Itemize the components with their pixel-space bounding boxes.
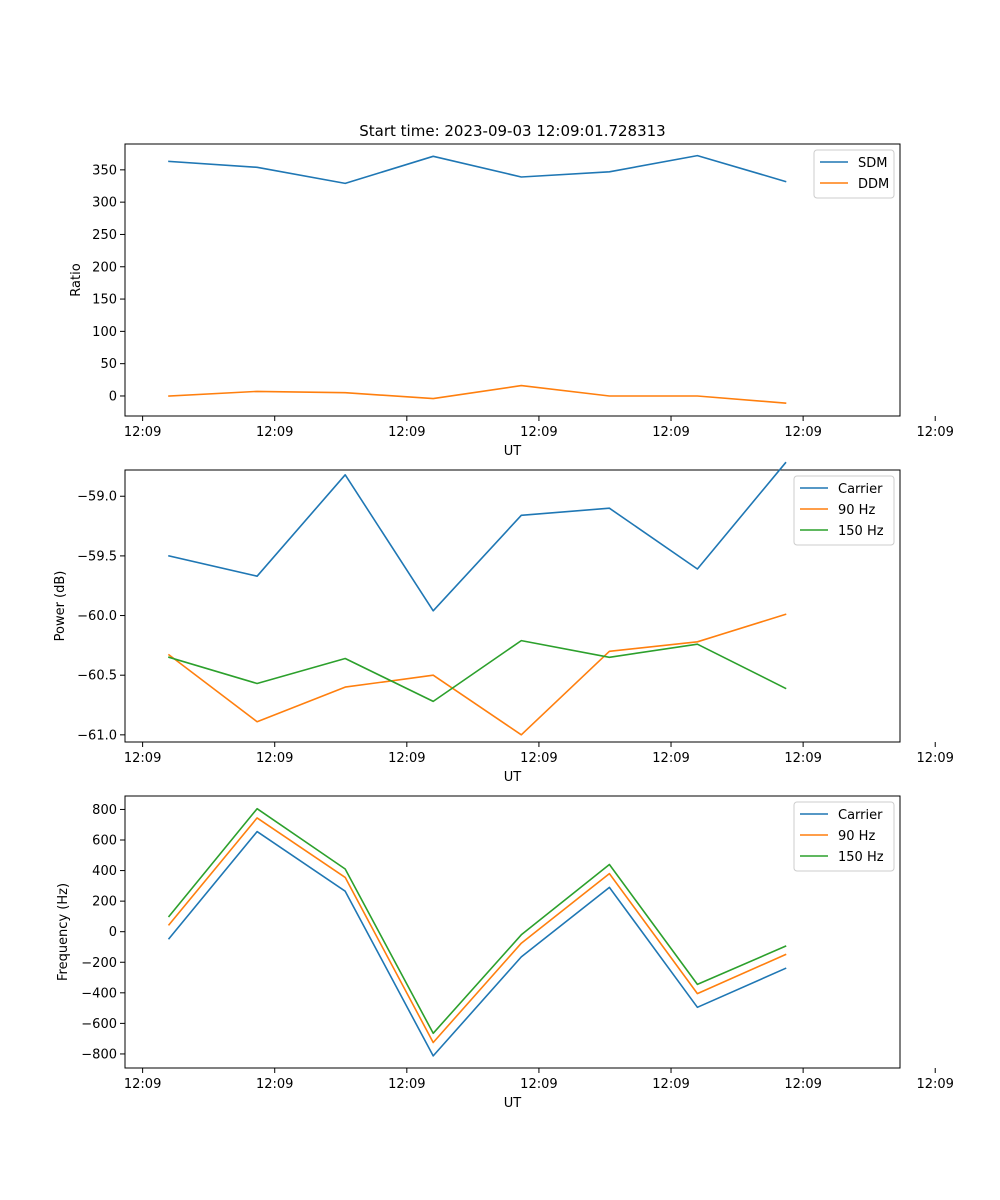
power-x-tick-label: 12:09 xyxy=(520,751,557,766)
ratio-x-tick-label: 12:09 xyxy=(784,425,821,440)
ratio-legend-label: SDM xyxy=(858,156,887,171)
frequency-y-tick-label: 0 xyxy=(109,925,117,940)
ratio-y-tick-label: 0 xyxy=(109,389,117,404)
power-y-tick-label: −60.0 xyxy=(77,609,117,624)
power-legend-label: 150 Hz xyxy=(838,524,884,539)
power-series-line-90-hz xyxy=(167,613,787,736)
power-y-tick-label: −59.0 xyxy=(77,490,117,505)
frequency-x-tick-label: 12:09 xyxy=(916,1077,953,1092)
frequency-y-tick-label: 600 xyxy=(92,834,117,849)
power-legend-label: 90 Hz xyxy=(838,503,875,518)
power-y-axis-label: Power (dB) xyxy=(53,571,68,642)
frequency-x-tick-label: 12:09 xyxy=(124,1077,161,1092)
frequency-y-tick-label: 200 xyxy=(92,895,117,910)
power-x-tick-label: 12:09 xyxy=(124,751,161,766)
ratio-y-tick-label: 100 xyxy=(92,325,117,340)
power-y-tick-label: −61.0 xyxy=(77,728,117,743)
ratio-y-axis-label: Ratio xyxy=(69,263,84,296)
frequency-y-tick-label: −200 xyxy=(81,956,117,971)
frequency-x-tick-label: 12:09 xyxy=(784,1077,821,1092)
frequency-x-axis-label: UT xyxy=(504,1096,522,1111)
frequency-legend-label: 90 Hz xyxy=(838,829,875,844)
ratio-x-tick-label: 12:09 xyxy=(388,425,425,440)
power-x-tick-label: 12:09 xyxy=(916,751,953,766)
frequency-y-tick-label: −400 xyxy=(81,986,117,1001)
frequency-series-line-150-hz xyxy=(167,807,787,1035)
ratio-x-axis-label: UT xyxy=(504,444,522,459)
ratio-chart-title: Start time: 2023-09-03 12:09:01.728313 xyxy=(359,122,665,140)
ratio-y-tick-label: 350 xyxy=(92,163,117,178)
power-y-tick-label: −59.5 xyxy=(77,549,117,564)
ratio-series-line-sdm xyxy=(168,154,787,185)
ratio-plot-frame xyxy=(124,143,901,417)
frequency-x-tick-label: 12:09 xyxy=(520,1077,557,1092)
power-x-tick-label: 12:09 xyxy=(652,751,689,766)
ratio-x-tick-label: 12:09 xyxy=(124,425,161,440)
power-plot-frame xyxy=(124,469,901,743)
frequency-legend-label: 150 Hz xyxy=(838,850,884,865)
ratio-y-tick-label: 300 xyxy=(92,196,117,211)
frequency-series-line-90-hz xyxy=(167,817,787,1044)
frequency-y-tick-label: 400 xyxy=(92,864,117,879)
power-series-line-150-hz xyxy=(168,639,787,703)
ratio-x-tick-label: 12:09 xyxy=(256,425,293,440)
ratio-x-tick-label: 12:09 xyxy=(916,425,953,440)
frequency-x-tick-label: 12:09 xyxy=(256,1077,293,1092)
power-series-line-carrier xyxy=(168,461,787,612)
frequency-legend xyxy=(793,801,895,872)
ratio-y-tick-label: 200 xyxy=(92,260,117,275)
ratio-x-tick-label: 12:09 xyxy=(652,425,689,440)
frequency-plot-frame xyxy=(124,795,901,1069)
ratio-y-tick-label: 150 xyxy=(92,293,117,308)
frequency-y-tick-label: 800 xyxy=(92,803,117,818)
frequency-legend-label: Carrier xyxy=(838,808,883,823)
frequency-y-tick-label: −800 xyxy=(81,1047,117,1062)
ratio-y-tick-label: 50 xyxy=(100,357,117,372)
frequency-x-tick-label: 12:09 xyxy=(388,1077,425,1092)
power-x-axis-label: UT xyxy=(504,770,522,785)
frequency-x-tick-label: 12:09 xyxy=(652,1077,689,1092)
ratio-x-tick-label: 12:09 xyxy=(520,425,557,440)
frequency-y-axis-label: Frequency (Hz) xyxy=(56,883,71,981)
power-legend xyxy=(793,475,895,546)
power-x-tick-label: 12:09 xyxy=(784,751,821,766)
power-x-tick-label: 12:09 xyxy=(256,751,293,766)
frequency-y-tick-label: −600 xyxy=(81,1017,117,1032)
ratio-legend-label: DDM xyxy=(858,177,889,192)
ratio-y-tick-label: 250 xyxy=(92,228,117,243)
power-legend-label: Carrier xyxy=(838,482,883,497)
power-x-tick-label: 12:09 xyxy=(388,751,425,766)
ratio-series-line-ddm xyxy=(168,384,787,404)
frequency-series-line-carrier xyxy=(167,830,787,1057)
power-y-tick-label: −60.5 xyxy=(77,669,117,684)
